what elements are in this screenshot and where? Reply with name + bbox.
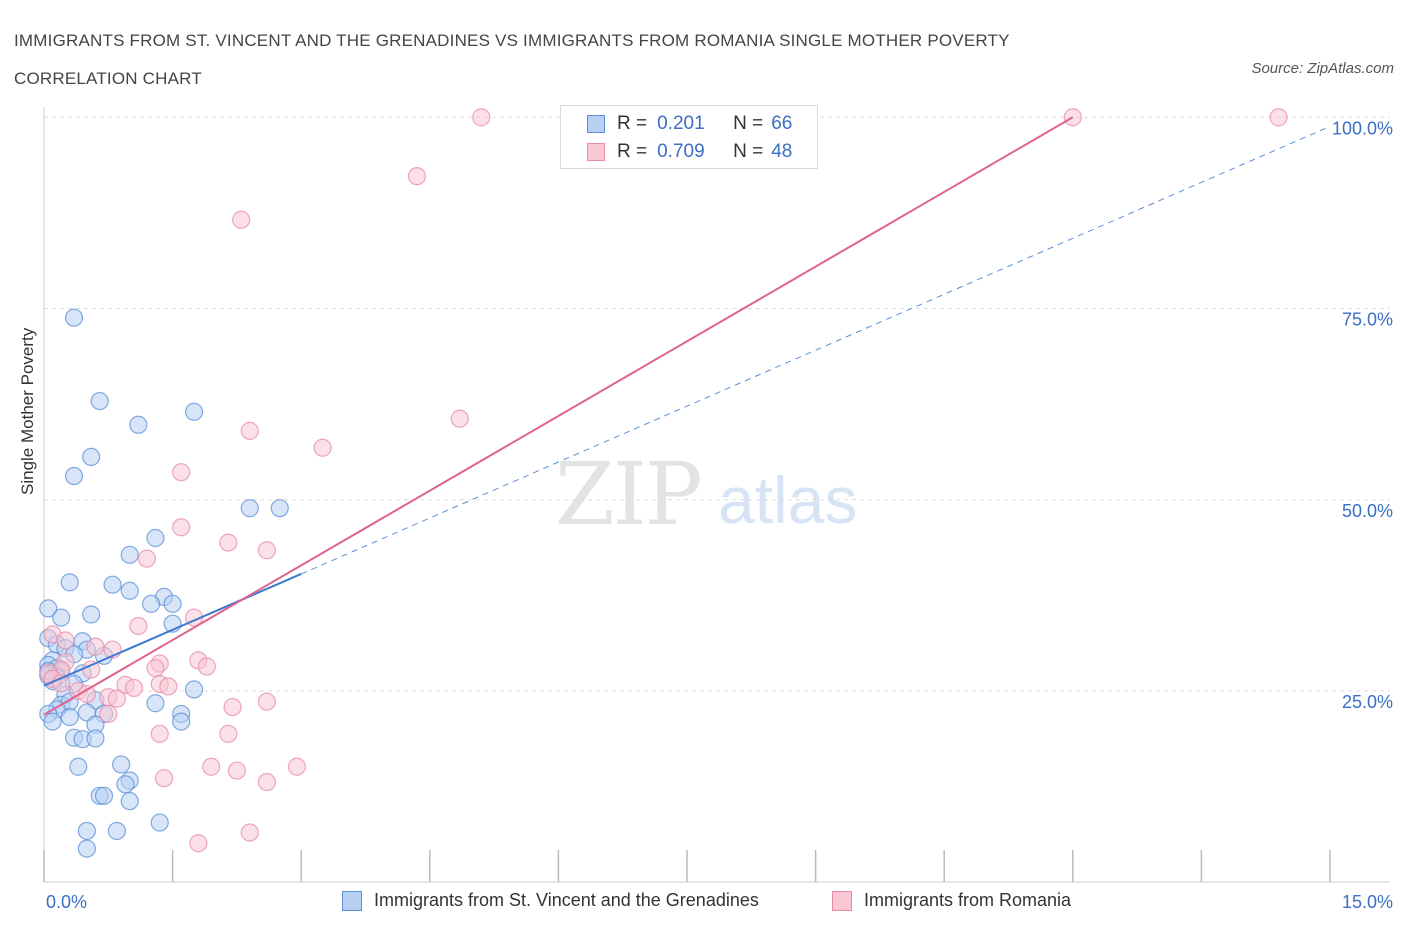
data-point-pink [1269,108,1288,127]
data-point-pink [129,616,148,636]
data-point-blue [39,599,58,618]
legend-n-value: 48 [771,141,793,162]
data-point-blue [43,712,62,731]
data-point-blue [172,712,191,731]
legend-swatch-pink [587,143,605,161]
data-point-blue [270,499,289,518]
data-point-blue [120,792,139,811]
data-point-pink [146,658,165,678]
data-point-blue [52,608,71,627]
source-label: Source: ZipAtlas.com [1251,60,1394,77]
data-point-blue [240,499,259,518]
legend-box: R = 0.201 N = 66 R = 0.709 N = 48 [560,105,818,169]
legend-r-value: 0.201 [657,113,705,134]
bottom-legend-label: Immigrants from Romania [864,890,1072,910]
data-point-blue [90,391,109,411]
legend-row-series1: R = 0.201 N = 66 [587,112,792,136]
data-point-blue [103,575,122,594]
legend-r-label: R = [617,141,648,162]
data-point-blue [129,415,148,434]
bottom-legend-swatch-blue [342,890,362,911]
data-point-pink [124,678,144,698]
data-point-blue [69,757,88,776]
y-tick-label: 100.0% [1332,118,1393,138]
chart-title: IMMIGRANTS FROM ST. VINCENT AND THE GREN… [14,31,1010,88]
data-point-pink [407,167,427,186]
data-point-pink [450,409,469,428]
data-point-pink [257,772,277,792]
data-point-pink [137,549,156,568]
y-tick-label: 50.0% [1342,501,1393,521]
data-point-blue [60,707,79,727]
data-point-pink [287,757,307,776]
legend-n-label: N = [733,113,764,134]
legend-r-label: R = [617,113,648,134]
watermark-zip: ZIP [555,445,703,545]
data-point-pink [86,637,105,656]
data-point-blue [82,605,101,624]
data-point-pink [189,834,208,853]
legend-row-series2: R = 0.709 N = 48 [587,140,792,164]
data-point-blue [146,528,165,548]
data-point-pink [232,210,251,229]
y-axis-label: Single Mother Poverty [18,327,37,495]
x-tick-label: 15.0% [1342,892,1393,912]
data-point-pink [257,541,277,560]
data-point-blue [107,821,126,841]
data-point-pink [472,108,491,127]
trend-line-blue [43,573,302,687]
data-point-blue [94,786,114,805]
legend-swatch-blue [587,115,605,133]
data-point-blue [142,594,161,613]
trend-line-pink [43,116,1074,716]
data-point-blue [120,581,139,600]
data-point-pink [172,518,191,537]
data-point-blue [82,447,101,467]
data-point-pink [154,769,174,788]
data-point-pink [313,438,332,457]
data-point-pink [99,704,118,724]
data-point-blue [150,813,169,832]
data-point-blue [60,573,79,592]
data-point-pink [240,421,259,440]
legend-n-value: 66 [771,113,793,134]
trend-line-blue-extension [301,125,1331,575]
data-point-pink [219,724,238,743]
data-point-pink [150,724,169,743]
y-tick-label: 75.0% [1342,310,1393,330]
data-point-blue [77,839,96,858]
data-point-blue [64,308,84,327]
data-point-blue [146,694,165,713]
data-point-blue [116,775,135,794]
data-point-pink [107,689,126,708]
data-point-blue [86,729,105,748]
data-point-pink [197,657,216,676]
data-point-pink [223,697,242,717]
data-point-blue [184,402,204,421]
data-point-pink [202,757,221,776]
data-point-pink [257,692,277,711]
data-point-blue [112,755,131,774]
bottom-legend-series1: Immigrants from St. Vincent and the Gren… [342,890,759,911]
legend-r-value: 0.709 [657,141,705,162]
data-point-blue [184,680,204,699]
data-point-blue [77,821,96,841]
y-tick-label: 25.0% [1342,692,1393,712]
data-point-pink [56,631,75,650]
legend-n-label: N = [733,141,764,162]
x-tick-label: 0.0% [46,892,87,912]
data-point-pink [227,761,246,780]
data-point-blue [64,466,84,486]
bottom-legend-swatch-pink [832,890,852,911]
data-point-pink [240,823,259,842]
data-point-blue [163,594,182,613]
data-point-pink [219,533,238,552]
data-point-pink [159,677,178,696]
bottom-legend-series2: Immigrants from Romania [832,890,1071,911]
bottom-legend-label: Immigrants from St. Vincent and the Gren… [374,890,759,910]
data-point-pink [172,463,191,482]
data-point-blue [120,545,139,564]
